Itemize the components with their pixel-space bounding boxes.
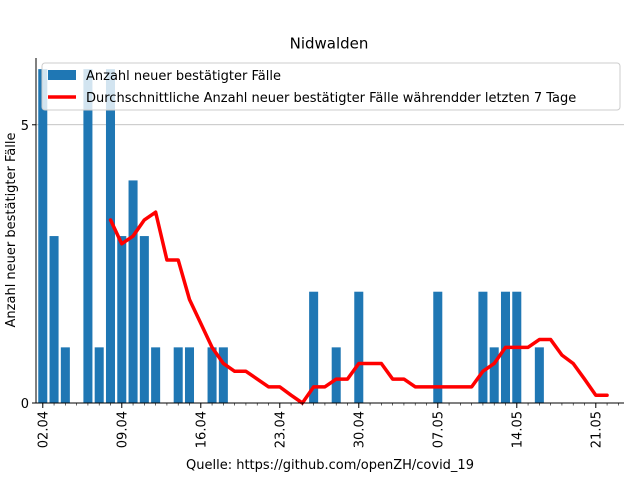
bar-mark bbox=[173, 347, 183, 403]
x-tick-label: 21.05 bbox=[589, 411, 604, 448]
x-tick-label: 09.04 bbox=[115, 411, 130, 448]
y-tick-label: 5 bbox=[21, 119, 29, 134]
bar-mark bbox=[151, 347, 161, 403]
x-tick-label: 16.04 bbox=[194, 411, 209, 448]
bar-mark bbox=[128, 180, 138, 403]
bar-mark bbox=[105, 69, 116, 404]
rolling-average-line bbox=[108, 210, 609, 405]
bar-mark bbox=[534, 347, 544, 403]
bar-layer bbox=[38, 69, 544, 404]
legend-bar-swatch bbox=[48, 70, 76, 80]
y-axis-label: Anzahl neuer bestätigter Fälle bbox=[4, 133, 19, 328]
axes-layer: 0 5 02.04 09.04 16.04 23.04 30.04 07.05 14.05 21.… bbox=[21, 58, 624, 448]
bar-mark bbox=[433, 291, 443, 403]
y-tick-label: 0 bbox=[21, 397, 29, 412]
bar-mark bbox=[49, 236, 59, 403]
x-tick-label: 07.05 bbox=[431, 411, 446, 448]
legend-frame bbox=[41, 62, 621, 111]
x-tick-label: 30.04 bbox=[352, 411, 367, 448]
x-tick-label: 23.04 bbox=[273, 411, 288, 448]
bar-mark bbox=[117, 236, 127, 403]
bar-mark bbox=[38, 69, 48, 404]
legend-bar-label: Anzahl neuer bestätigter Fälle bbox=[86, 69, 281, 84]
bar-mark bbox=[309, 291, 319, 403]
legend: Anzahl neuer bestätigter Fälle Durchschn… bbox=[41, 62, 621, 111]
bar-mark bbox=[489, 347, 499, 403]
bar-mark bbox=[478, 291, 488, 403]
bar-mark bbox=[218, 347, 228, 403]
bar-mark bbox=[184, 347, 195, 403]
chart-title: Nidwalden bbox=[290, 35, 369, 53]
bar-mark bbox=[60, 347, 70, 403]
line-layer bbox=[108, 210, 609, 405]
bar-mark bbox=[331, 347, 341, 403]
bar-mark bbox=[207, 347, 217, 403]
x-tick-label: 14.05 bbox=[510, 411, 525, 448]
bar-mark bbox=[94, 347, 104, 403]
bar-mark bbox=[354, 291, 364, 403]
legend-line-label: Durchschnittliche Anzahl neuer bestätigt… bbox=[86, 91, 576, 106]
x-axis-label: Quelle: https://github.com/openZH/covid_… bbox=[186, 458, 474, 473]
bar-mark bbox=[139, 236, 149, 403]
x-tick-label: 02.04 bbox=[36, 411, 51, 448]
bar-mark bbox=[83, 69, 93, 404]
